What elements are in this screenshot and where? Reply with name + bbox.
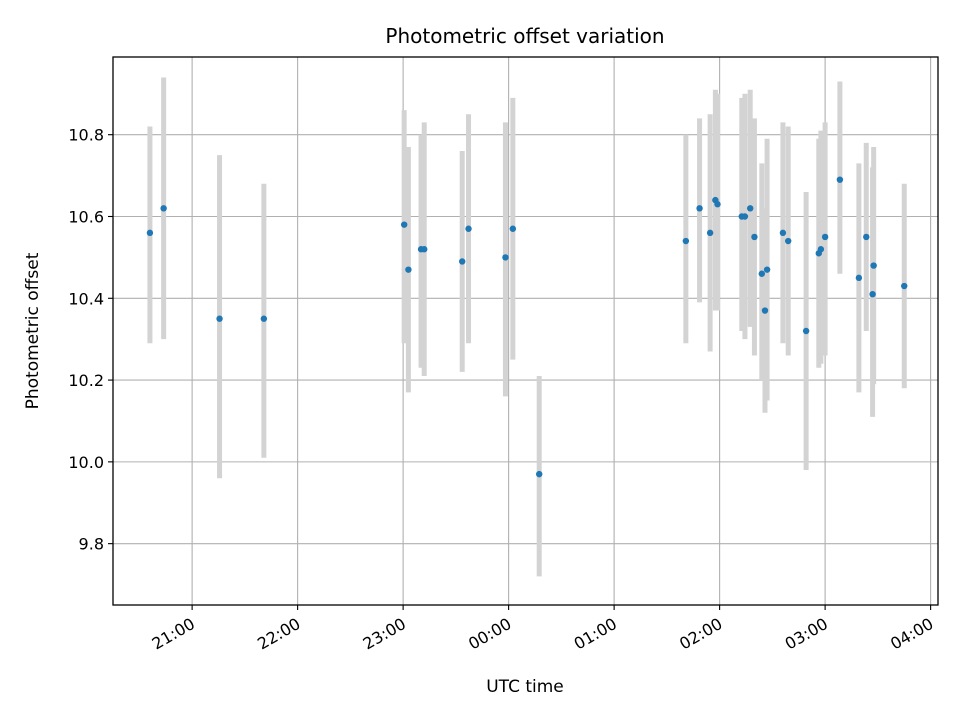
data-point — [146, 229, 154, 237]
data-point — [696, 205, 703, 212]
data-point — [465, 225, 472, 232]
data-point — [260, 315, 268, 322]
data-point — [741, 213, 749, 220]
data-point — [821, 233, 829, 241]
data-point — [502, 254, 509, 261]
plot-area — [113, 57, 938, 605]
data-point — [160, 205, 167, 212]
x-axis-label: UTC time — [486, 677, 564, 697]
data-point — [802, 327, 810, 335]
data-point — [216, 315, 223, 322]
data-point — [400, 221, 408, 228]
data-point — [870, 262, 877, 269]
data-point — [901, 282, 908, 290]
data-point — [714, 201, 721, 208]
data-point — [784, 237, 792, 245]
data-point — [509, 225, 517, 232]
data-point — [863, 233, 870, 241]
y-tick-label: 10.0 — [68, 453, 104, 472]
data-point — [761, 307, 769, 314]
data-point — [421, 246, 428, 253]
data-point — [779, 229, 787, 237]
y-tick-label: 10.4 — [68, 289, 104, 308]
y-tick-label: 10.2 — [68, 371, 104, 390]
data-point — [747, 205, 754, 212]
plot-frame — [112, 56, 939, 606]
y-tick-label: 10.6 — [68, 207, 104, 226]
data-point — [536, 470, 543, 478]
y-tick-label: 9.8 — [79, 535, 104, 554]
y-axis-label: Photometric offset — [23, 252, 43, 409]
data-point — [836, 176, 844, 183]
data-point — [405, 266, 412, 273]
data-point — [869, 290, 876, 298]
data-point — [817, 246, 825, 253]
data-point — [751, 233, 758, 241]
data-point — [682, 237, 690, 245]
data-point — [706, 229, 714, 237]
data-point — [855, 274, 863, 282]
y-tick-label: 10.8 — [68, 126, 104, 145]
y-axis-ticks: 9.8 10.0 10.2 10.4 10.6 10.8 — [68, 126, 113, 554]
chart-title: Photometric offset variation — [385, 24, 664, 48]
data-point — [459, 258, 466, 265]
data-point — [758, 270, 766, 277]
point-layer — [146, 176, 908, 478]
data-point — [763, 266, 771, 273]
